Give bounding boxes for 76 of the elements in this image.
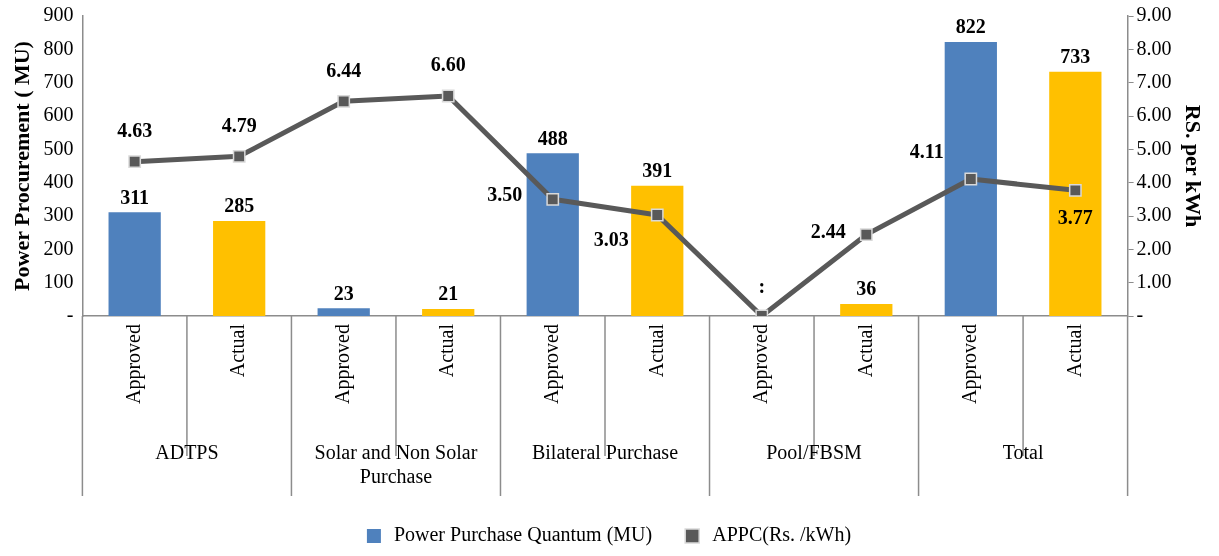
- y2-tick-label: 5.00: [1136, 136, 1172, 159]
- y2-tick-label: 7.00: [1136, 69, 1172, 92]
- bar: [422, 309, 475, 316]
- data-label: 733: [1060, 44, 1091, 67]
- y-tick-label: -: [66, 303, 74, 326]
- y-tick-label: 300: [43, 203, 74, 226]
- x-tick-label: Approved: [121, 324, 145, 404]
- text: ADTPS: [155, 441, 219, 464]
- bar: [213, 221, 266, 316]
- y-tick-label: 100: [43, 269, 74, 292]
- y-tick-label: 700: [43, 69, 74, 92]
- y2-tick-label: -: [1136, 303, 1144, 326]
- x-tick-label: Approved: [330, 324, 354, 404]
- bar: [631, 185, 684, 316]
- data-label: 3.03: [593, 228, 629, 251]
- data-label: :: [758, 275, 766, 298]
- point: [441, 89, 455, 103]
- y-tick-label: 900: [43, 3, 74, 26]
- x-tick-label: Actual: [435, 323, 458, 378]
- legend-label: Power Purchase Quantum (MU): [393, 523, 653, 547]
- bar: [944, 42, 997, 316]
- data-label: 285: [224, 194, 255, 217]
- point: [337, 94, 351, 108]
- y-tick-label: 800: [43, 36, 74, 59]
- bar: [108, 212, 161, 316]
- y2-tick-label: 9.00: [1136, 3, 1172, 26]
- bar: [317, 308, 370, 316]
- point: [546, 192, 560, 206]
- data-label: 3.77: [1057, 205, 1093, 228]
- y2-tick-label: 8.00: [1136, 36, 1172, 59]
- y-tick-label: 200: [43, 236, 74, 259]
- x-tick-label: Approved: [749, 324, 773, 404]
- text: Pool/FBSM: [766, 441, 863, 464]
- y2-tick-label: 6.00: [1136, 103, 1172, 126]
- y2-tick-label: 4.00: [1136, 169, 1172, 192]
- data-label: 6.60: [430, 53, 466, 76]
- bar: [840, 304, 893, 316]
- data-label: 4.63: [117, 118, 153, 141]
- bar: [526, 153, 579, 316]
- point: [128, 155, 142, 169]
- y-axis-title: Power Procurement ( MU): [8, 41, 34, 291]
- x-tick-label: Actual: [1062, 323, 1085, 378]
- y-tick-label: 400: [43, 169, 74, 192]
- legend-label: APPC(Rs. /kWh): [712, 523, 852, 547]
- point: [232, 149, 246, 163]
- x-tick-label: Actual: [226, 323, 249, 378]
- text: Bilateral Purchase: [531, 441, 679, 464]
- point: [964, 172, 978, 186]
- data-label: 36: [856, 277, 877, 300]
- data-label: 4.11: [909, 140, 944, 163]
- data-label: 6.44: [326, 58, 362, 81]
- x-tick-label: Approved: [958, 324, 982, 404]
- data-label: 21: [438, 282, 459, 305]
- text: Total: [1002, 441, 1044, 464]
- data-label: 2.44: [810, 219, 846, 242]
- data-label: 4.79: [221, 113, 257, 136]
- data-label: 822: [955, 15, 986, 38]
- x-tick-label: Actual: [644, 323, 667, 378]
- point: [1068, 183, 1082, 197]
- data-label: 311: [120, 185, 150, 208]
- data-label: 488: [537, 126, 568, 149]
- bar: [1049, 71, 1102, 316]
- y-tick-label: 600: [43, 103, 74, 126]
- x-tick-label: Approved: [539, 324, 563, 404]
- data-label: 391: [642, 158, 673, 181]
- data-label: 3.50: [487, 182, 523, 205]
- y2-tick-label: 3.00: [1136, 203, 1172, 226]
- y-tick-label: 500: [43, 136, 74, 159]
- point: [650, 208, 664, 222]
- data-label: 23: [333, 281, 354, 304]
- x-tick-label: Actual: [853, 323, 876, 378]
- text: Solar and Non Solar Purchase: [314, 441, 478, 488]
- y2-axis-title: RS. per kWh: [1181, 104, 1207, 228]
- y2-tick-label: 1.00: [1136, 269, 1172, 292]
- point: [859, 228, 873, 242]
- y2-tick-label: 2.00: [1136, 236, 1172, 259]
